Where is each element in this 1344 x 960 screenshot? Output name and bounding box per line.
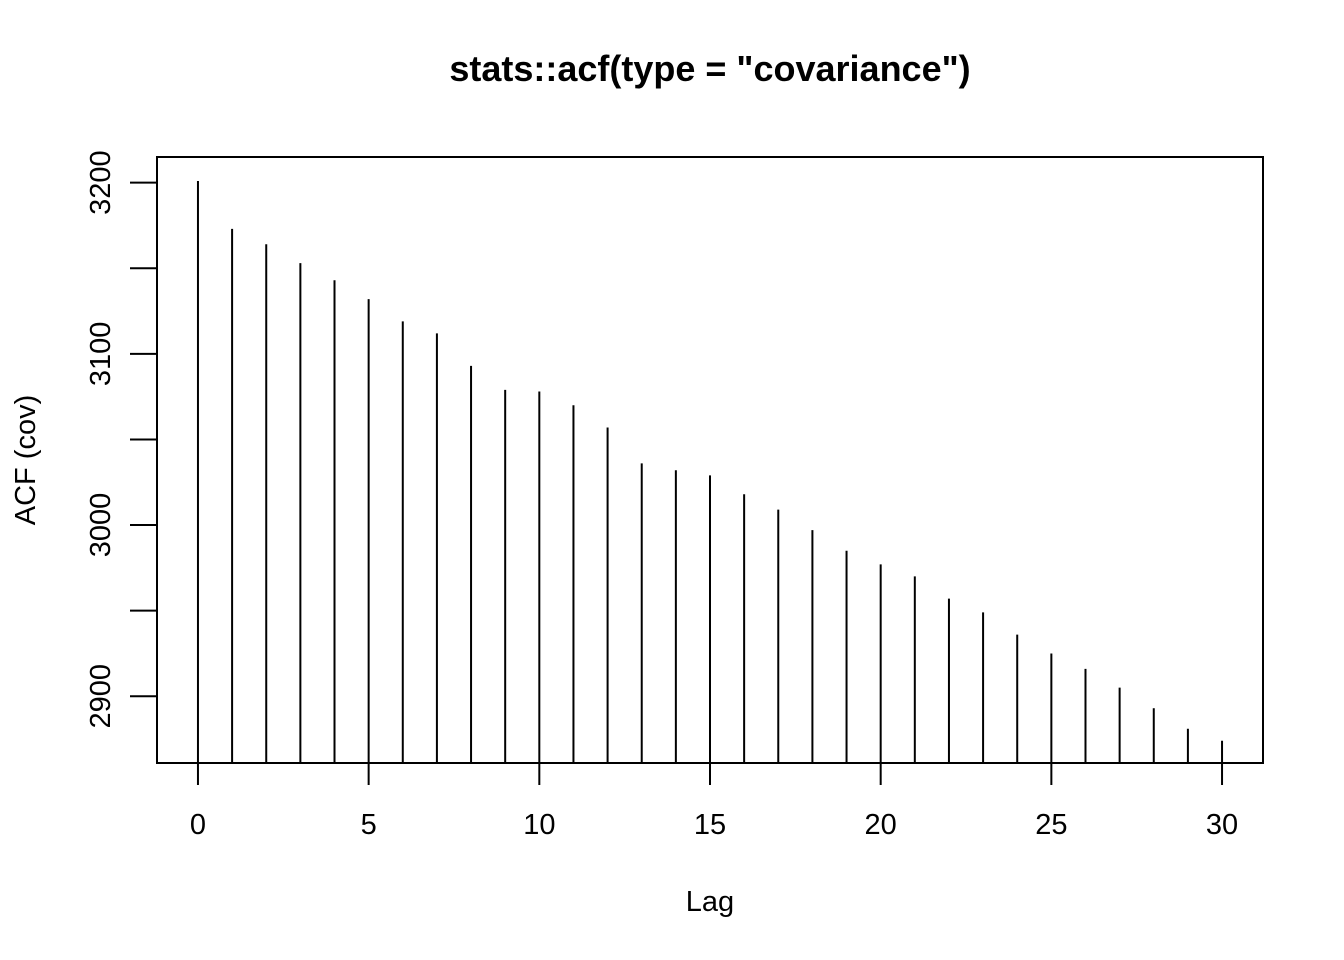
y-axis-label: ACF (cov): [10, 395, 42, 526]
bars-layer: [196, 180, 1224, 763]
y-tick-label-3200: 3200: [85, 150, 117, 215]
x-axis-label: Lag: [686, 886, 734, 918]
x-tick-label-10: 10: [523, 809, 555, 841]
y-axis: 2900 3000 3100 3200: [85, 150, 157, 728]
y-tick-label-2900: 2900: [85, 664, 117, 729]
x-tick-label-20: 20: [865, 809, 897, 841]
y-tick-label-3000: 3000: [85, 493, 117, 558]
x-tick-label-5: 5: [361, 809, 377, 841]
y-tick-label-3100: 3100: [85, 322, 117, 387]
x-tick-label-15: 15: [694, 809, 726, 841]
x-tick-label-25: 25: [1035, 809, 1067, 841]
x-tick-label-0: 0: [190, 809, 206, 841]
x-tick-label-30: 30: [1206, 809, 1238, 841]
x-axis: 0 5 10 15 20 25 30: [190, 763, 1238, 841]
chart-title: stats::acf(type = "covariance"): [449, 48, 970, 89]
